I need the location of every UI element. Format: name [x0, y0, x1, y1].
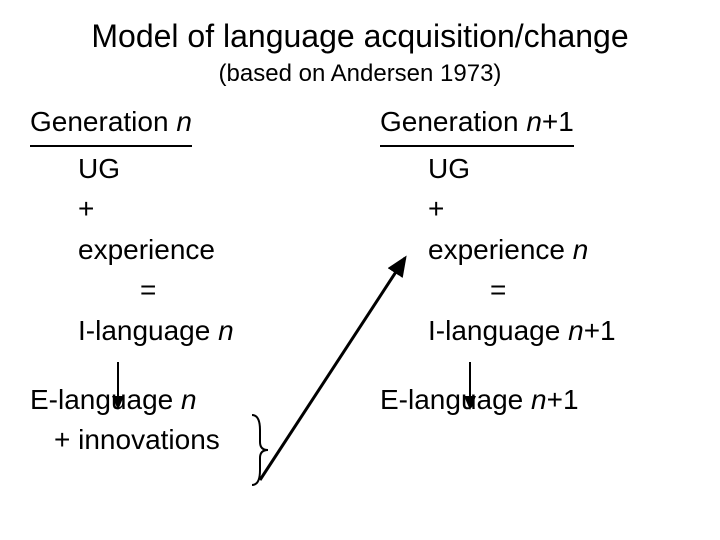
header-suffix: +1 — [542, 106, 574, 137]
equals-line: = — [30, 270, 360, 311]
ug-line: UG — [30, 149, 360, 190]
plus-line: + — [30, 189, 360, 230]
slide: Model of language acquisition/change (ba… — [0, 0, 720, 540]
innovations-line: + innovations — [30, 420, 360, 461]
header-var: n — [176, 106, 192, 137]
plus-line: + — [380, 189, 710, 230]
header-var: n — [526, 106, 542, 137]
slide-subtitle: (based on Andersen 1973) — [0, 60, 720, 88]
col-header: Generation n — [30, 102, 360, 149]
experience-line: experience n — [380, 230, 710, 271]
spacer — [30, 352, 360, 366]
col-header: Generation n+1 — [380, 102, 710, 149]
ilang-line: I-language n — [30, 311, 360, 352]
elang-line: E-language n — [30, 380, 360, 421]
spacer — [30, 366, 360, 380]
generation-n1-column: Generation n+1 UG + experience n = I-lan… — [380, 102, 710, 420]
experience-line: experience — [30, 230, 360, 271]
spacer — [380, 366, 710, 380]
ug-line: UG — [380, 149, 710, 190]
header-text: Generation — [30, 106, 176, 137]
slide-title: Model of language acquisition/change — [0, 18, 720, 55]
generation-n-column: Generation n UG + experience = I-languag… — [30, 102, 360, 461]
spacer — [380, 352, 710, 366]
ilang-line: I-language n+1 — [380, 311, 710, 352]
header-text: Generation — [380, 106, 526, 137]
equals-line: = — [380, 270, 710, 311]
elang-line: E-language n+1 — [380, 380, 710, 421]
